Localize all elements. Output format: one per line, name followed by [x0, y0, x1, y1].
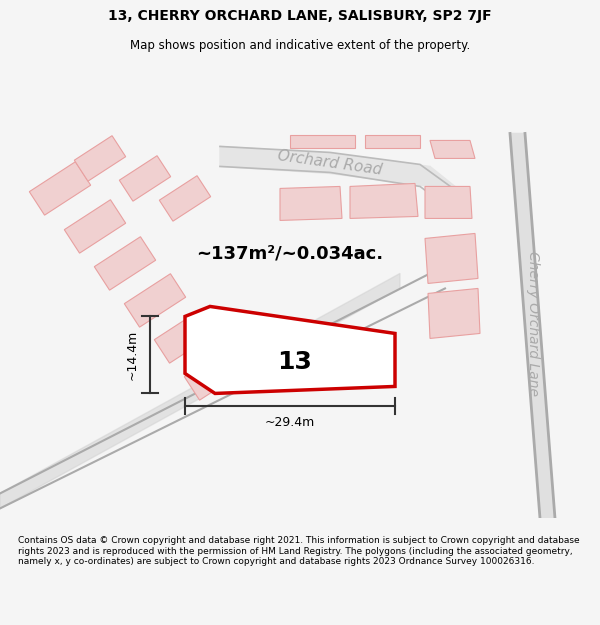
Polygon shape — [430, 141, 475, 158]
Text: Cherry Orchard Lane: Cherry Orchard Lane — [526, 251, 540, 396]
Polygon shape — [94, 237, 155, 290]
Text: ~14.4m: ~14.4m — [125, 330, 139, 380]
Polygon shape — [0, 274, 400, 508]
Polygon shape — [185, 306, 395, 394]
Polygon shape — [428, 289, 480, 339]
Polygon shape — [425, 186, 472, 218]
Text: Contains OS data © Crown copyright and database right 2021. This information is : Contains OS data © Crown copyright and d… — [18, 536, 580, 566]
Polygon shape — [425, 233, 478, 284]
Polygon shape — [290, 136, 355, 148]
Polygon shape — [119, 156, 170, 201]
Polygon shape — [124, 274, 185, 327]
Polygon shape — [160, 176, 211, 221]
Text: Map shows position and indicative extent of the property.: Map shows position and indicative extent… — [130, 39, 470, 51]
Polygon shape — [184, 347, 245, 400]
Text: ~29.4m: ~29.4m — [265, 416, 315, 429]
Polygon shape — [154, 310, 215, 363]
Polygon shape — [365, 136, 420, 148]
Polygon shape — [330, 153, 430, 186]
Polygon shape — [64, 200, 125, 253]
Polygon shape — [74, 136, 125, 181]
Text: Orchard Road: Orchard Road — [277, 148, 383, 178]
Polygon shape — [510, 134, 555, 518]
Text: 13: 13 — [277, 349, 311, 374]
Text: 13, CHERRY ORCHARD LANE, SALISBURY, SP2 7JF: 13, CHERRY ORCHARD LANE, SALISBURY, SP2 … — [108, 9, 492, 22]
Text: ~137m²/~0.034ac.: ~137m²/~0.034ac. — [196, 244, 383, 262]
Polygon shape — [29, 162, 91, 215]
Polygon shape — [220, 146, 330, 173]
Polygon shape — [280, 186, 342, 221]
Polygon shape — [430, 166, 470, 218]
Polygon shape — [350, 184, 418, 218]
